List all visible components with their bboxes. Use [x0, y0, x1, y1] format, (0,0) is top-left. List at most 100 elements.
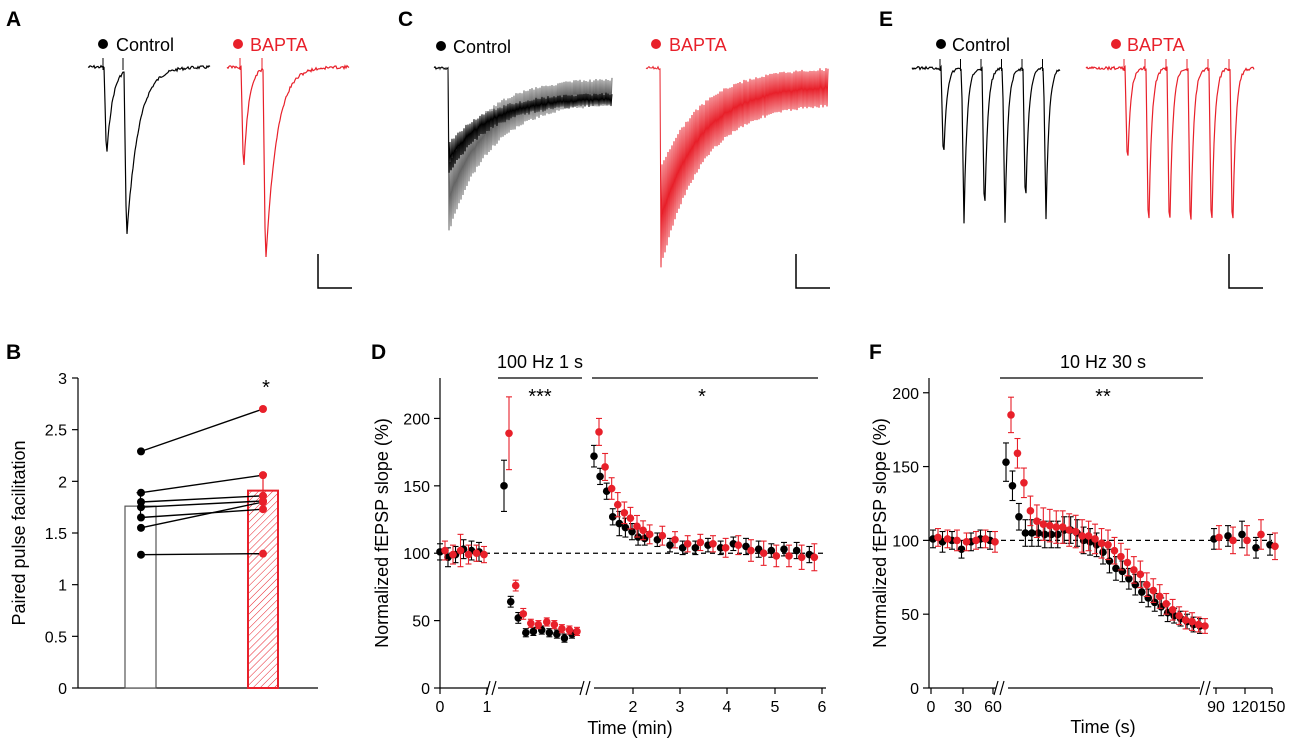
data-point-control	[666, 541, 674, 549]
scale-bar-c	[795, 254, 830, 289]
legend-marker-control	[436, 41, 446, 51]
x-tick-label: 4	[723, 699, 732, 716]
legend-label-bapta: BAPTA	[1127, 35, 1185, 55]
panel-a: A Control BAPTA	[6, 8, 352, 289]
y-tick-label: 150	[403, 479, 430, 496]
trace-c-bapta	[645, 65, 829, 268]
data-point-bapta	[464, 550, 473, 559]
y-tick-label: 200	[892, 386, 919, 403]
trace-line	[226, 64, 350, 258]
data-points-f	[929, 396, 1279, 634]
data-point-control	[1224, 532, 1232, 540]
y-axis-label-d: Normalized fEPSP slope (%)	[372, 418, 392, 648]
data-point-bapta	[1091, 535, 1099, 543]
x-tick-label: 120	[1232, 699, 1259, 716]
data-point-bapta	[1046, 521, 1054, 530]
data-point-bapta	[709, 539, 717, 548]
paired-line	[140, 474, 264, 494]
data-point-control	[792, 546, 801, 555]
paired-line	[140, 408, 264, 453]
data-point-bapta	[810, 553, 819, 562]
x-tick-label: 150	[1259, 699, 1286, 716]
paired-line	[140, 552, 264, 556]
data-point-bapta	[607, 484, 616, 493]
data-point-bapta	[259, 471, 267, 480]
scale-bar-e	[1228, 254, 1263, 289]
data-point-bapta	[747, 546, 755, 555]
data-point-bapta	[683, 539, 692, 548]
data-point-control	[590, 452, 598, 460]
y-tick-label: 1.5	[45, 526, 67, 543]
y-tick-label: 50	[901, 607, 919, 624]
data-point-bapta	[1039, 520, 1048, 528]
data-point-bapta	[1155, 592, 1164, 601]
data-point-control	[137, 447, 145, 456]
data-point-bapta	[953, 536, 961, 545]
x-tick-label: 0	[927, 699, 936, 716]
x-tick-label: 6	[818, 699, 827, 716]
y-tick-label: 150	[892, 460, 919, 477]
data-point-control	[1118, 567, 1127, 576]
data-point-control	[608, 513, 617, 521]
data-point-control	[137, 523, 145, 532]
axis-break-d	[485, 680, 591, 696]
trace-line	[1085, 64, 1255, 220]
data-point-bapta	[542, 618, 551, 626]
data-point-bapta	[943, 535, 952, 543]
data-point-control	[1138, 588, 1146, 596]
data-point-bapta	[1168, 605, 1177, 614]
trace-line	[433, 65, 613, 173]
data-point-control	[522, 628, 530, 637]
data-point-bapta	[259, 549, 267, 558]
data-point-bapta	[550, 620, 559, 629]
data-point-control	[767, 546, 776, 555]
data-point-bapta	[1078, 532, 1086, 540]
data-point-bapta	[671, 535, 679, 544]
data-point-bapta	[734, 541, 743, 549]
data-point-control	[506, 597, 515, 606]
y-tick-label: 100	[892, 533, 919, 550]
data-point-bapta	[1271, 542, 1279, 551]
x-tick-label: 0	[436, 699, 445, 716]
data-point-bapta	[639, 526, 647, 535]
x-tick-label: 5	[771, 699, 780, 716]
data-point-control	[1015, 512, 1023, 521]
y-axis-label-b: Paired pulse facilitation	[9, 440, 29, 625]
data-point-control	[691, 544, 700, 552]
x-ticks-d: 0 1 2 3 4 5 6	[436, 688, 827, 716]
data-point-bapta	[1181, 616, 1190, 624]
data-point-control	[137, 513, 145, 522]
data-point-bapta	[1065, 526, 1073, 534]
data-point-bapta	[1130, 566, 1138, 574]
bars-b	[124, 473, 279, 689]
data-point-bapta	[1110, 546, 1119, 555]
bar-control	[124, 505, 157, 689]
x-ticks-f: 0 30 60 90 120 150	[927, 688, 1286, 716]
data-point-control	[500, 482, 508, 490]
y-tick-label: 0	[910, 681, 919, 698]
data-point-bapta	[1215, 533, 1223, 542]
data-point-bapta	[1117, 552, 1125, 561]
data-point-bapta	[1097, 539, 1106, 548]
data-points-d	[436, 396, 819, 643]
trace-a-control	[87, 58, 211, 234]
x-axis-label-f: Time (s)	[1070, 717, 1135, 737]
trace-line	[645, 65, 829, 268]
data-point-control	[1021, 529, 1030, 537]
data-point-control	[529, 627, 538, 636]
data-point-bapta	[527, 619, 535, 628]
data-point-bapta	[1123, 558, 1132, 567]
data-point-bapta	[962, 538, 971, 546]
data-point-bapta	[696, 538, 705, 547]
significance-b: *	[262, 377, 270, 399]
data-point-control	[1047, 530, 1056, 539]
y-tick-label: 3	[58, 371, 67, 388]
data-point-control	[1053, 530, 1062, 539]
data-point-bapta	[505, 429, 513, 438]
trace-e-control	[911, 59, 1061, 224]
data-point-bapta	[1257, 530, 1265, 539]
panel-label-a: A	[6, 8, 21, 31]
